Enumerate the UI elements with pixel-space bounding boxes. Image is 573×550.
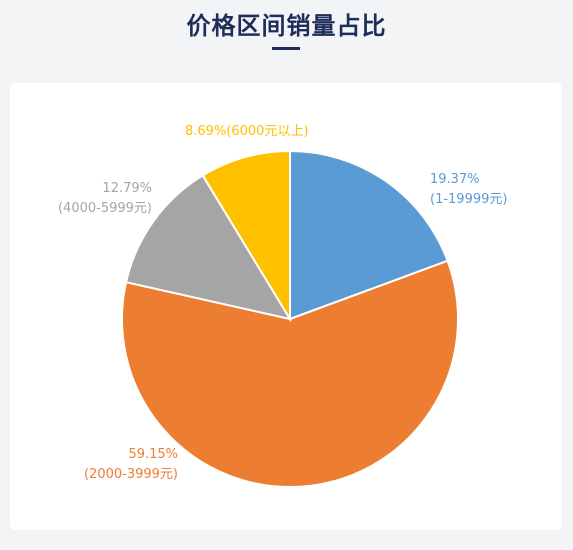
slice-label: 8.69%(6000元以上) [185, 124, 309, 139]
pie-chart: 19.37% (1-19999元) 59.15% (2000-3999元) 12.79%… [58, 124, 507, 488]
page-title: 价格区间销量占比 [186, 12, 387, 40]
pie-slice [124, 174, 293, 321]
slice-range-label: (1-19999元) [430, 192, 507, 207]
slice-range-label: (2000-3999元) [84, 467, 178, 482]
slice-range-label: (4000-5999元) [58, 201, 152, 216]
pie-slice [121, 259, 459, 488]
slice-percent-label: 12.79% [102, 181, 152, 196]
slice-percent-label: 59.15% [128, 447, 178, 462]
slice-percent-label: 19.37% [430, 172, 480, 187]
pie-slice [201, 149, 291, 323]
pie-slice [289, 149, 449, 321]
chart-card: 19.37% (1-19999元) 59.15% (2000-3999元) 12.79%… [10, 83, 562, 530]
title-underline [272, 47, 300, 50]
